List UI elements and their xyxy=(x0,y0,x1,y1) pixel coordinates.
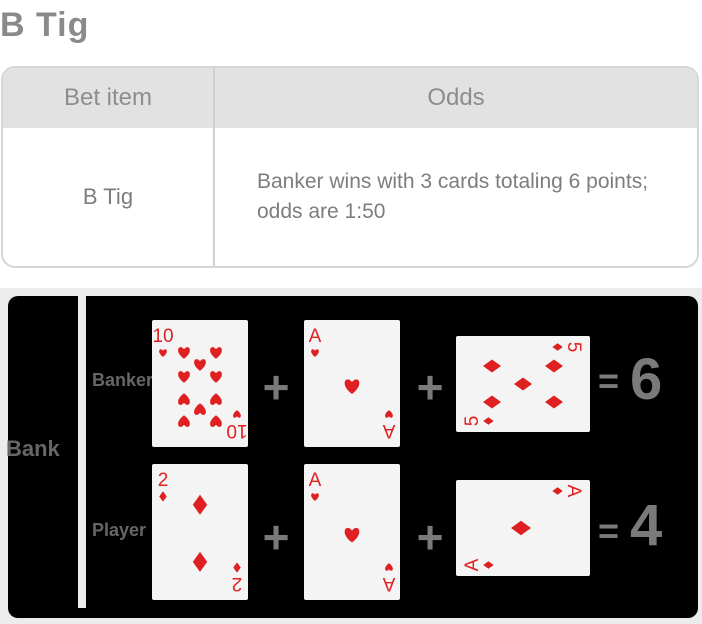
odds-table: Bet item Odds B Tig Banker wins with 3 c… xyxy=(1,66,699,268)
heart-pip-icon xyxy=(194,403,206,415)
diamond-pip-icon xyxy=(511,520,531,536)
card-banker-1: 10 10 xyxy=(152,320,248,447)
heart-pip-icon xyxy=(178,347,190,359)
card-rank-label: 5 xyxy=(563,342,584,353)
card-corner-index: A xyxy=(462,558,494,571)
card-corner-index: 10 xyxy=(226,410,248,441)
card-rank-label: A xyxy=(382,420,395,441)
diamond-pip-icon xyxy=(552,487,563,495)
card-corner-index: 5 xyxy=(552,342,584,353)
heart-pip-icon xyxy=(210,415,222,427)
heart-pip-icon xyxy=(210,393,222,405)
diamond-pip-icon xyxy=(545,359,563,373)
card-rank-label: 10 xyxy=(226,420,247,441)
row-label-banker: Banker xyxy=(92,370,154,390)
card-corner-index: 5 xyxy=(462,416,494,427)
diamond-pip-icon xyxy=(192,494,208,515)
card-corner-index: 2 xyxy=(232,562,243,594)
header-odds: Odds xyxy=(427,84,485,111)
heart-pip-icon xyxy=(178,393,190,405)
bet-item-cell: B Tig xyxy=(3,128,215,266)
table-header: Bet item Odds xyxy=(3,68,697,128)
card-corner-index: A xyxy=(552,485,584,498)
card-rank-label: 5 xyxy=(462,416,483,427)
heart-pip-icon xyxy=(344,379,360,394)
plus-sign: + xyxy=(416,511,444,563)
diamond-pip-icon xyxy=(159,491,167,502)
heart-pip-icon xyxy=(385,410,393,418)
card-rank-label: A xyxy=(309,326,322,347)
card-corner-index: A xyxy=(382,410,395,441)
heart-pip-icon xyxy=(385,563,393,571)
card-rank-label: 10 xyxy=(152,326,173,347)
card-rank-label: A xyxy=(462,558,483,571)
row-label-player: Player xyxy=(92,520,147,540)
heart-pip-icon xyxy=(159,349,167,357)
card-rank-label: A xyxy=(309,470,322,491)
heart-pip-icon xyxy=(178,415,190,427)
card-rank-label: 2 xyxy=(232,573,243,594)
heart-pip-icon xyxy=(311,493,319,501)
diamond-pip-icon xyxy=(483,417,494,425)
side-label: Bank xyxy=(6,436,60,461)
equals-sign: = xyxy=(598,510,620,551)
equals-sign: = xyxy=(598,360,620,401)
card-corner-index: A xyxy=(309,470,322,501)
heart-pip-icon xyxy=(178,371,190,383)
result-player: 4 xyxy=(630,493,663,558)
heart-pip-icon xyxy=(311,349,319,357)
card-corner-index: 2 xyxy=(158,470,169,502)
heart-pip-icon xyxy=(344,527,360,543)
card-corner-index: A xyxy=(309,326,322,357)
heart-pip-icon xyxy=(194,359,206,371)
card-rank-label: A xyxy=(563,485,584,498)
diamond-pip-icon xyxy=(514,377,532,391)
odds-cell: Banker wins with 3 cards totaling 6 poin… xyxy=(257,170,649,223)
table-row: B Tig Banker wins with 3 cards totaling … xyxy=(3,128,697,266)
heart-pip-icon xyxy=(233,410,241,418)
card-rank-label: A xyxy=(382,573,395,594)
diamond-pip-icon xyxy=(545,395,563,409)
plus-sign: + xyxy=(262,511,290,563)
card-corner-index: A xyxy=(382,563,395,594)
heart-pip-icon xyxy=(210,371,222,383)
diamond-pip-icon xyxy=(483,359,501,373)
page-title: B Tig xyxy=(0,6,90,44)
diamond-pip-icon xyxy=(233,562,241,573)
plus-sign: + xyxy=(262,361,290,413)
diamond-pip-icon xyxy=(192,551,208,572)
diamond-pip-icon xyxy=(483,395,501,409)
result-banker: 6 xyxy=(630,347,663,412)
diamond-pip-icon xyxy=(552,343,563,351)
board-divider xyxy=(78,292,86,608)
card-rank-label: 2 xyxy=(158,470,169,491)
heart-pip-icon xyxy=(210,347,222,359)
card-corner-index: 10 xyxy=(152,326,174,357)
header-bet-item: Bet item xyxy=(3,68,215,128)
plus-sign: + xyxy=(416,361,444,413)
diamond-pip-icon xyxy=(483,561,494,569)
